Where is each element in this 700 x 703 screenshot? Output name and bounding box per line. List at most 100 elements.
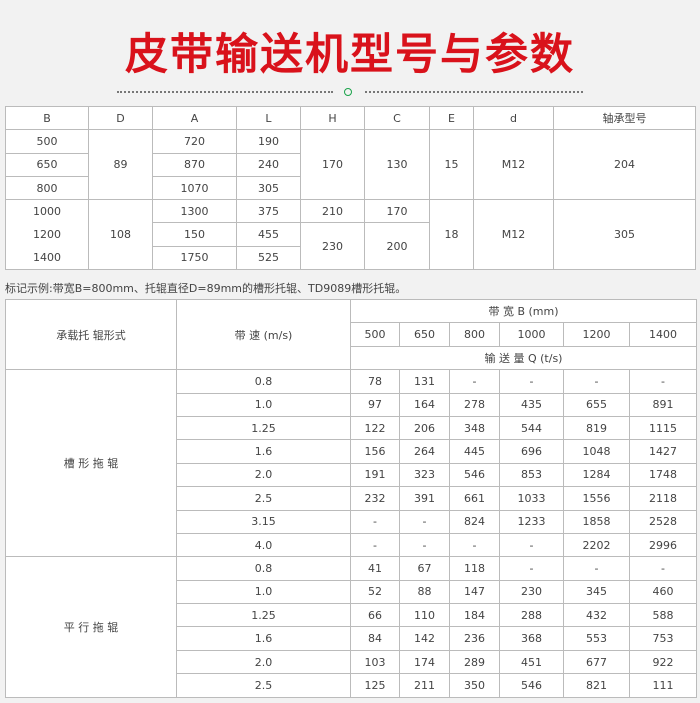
capacity-cell: 88 [399,579,450,605]
cell: 800 [5,175,89,201]
capacity-cell: 236 [449,626,500,651]
cell: 15 [429,129,474,201]
header-width-800: 800 [449,322,500,347]
speed-cell: 4.0 [176,532,351,558]
capacity-cell: 435 [499,392,564,417]
cell: 1300 [152,199,237,224]
capacity-cell: 588 [629,603,697,628]
capacity-cell: 78 [350,369,400,394]
capacity-cell: 264 [399,439,450,464]
capacity-cell: 232 [350,486,400,511]
capacity-cell: 677 [563,649,630,675]
capacity-cell: 206 [399,415,450,441]
capacity-cell: 174 [399,649,450,675]
speed-cell: 1.6 [176,626,351,651]
capacity-cell: - [499,532,564,558]
capacity-cell: 142 [399,626,450,651]
speed-cell: 1.0 [176,579,351,605]
cell: M12 [473,129,554,201]
capacity-cell: 122 [350,415,400,441]
capacity-cell: 278 [449,392,500,417]
header-cell: 轴承型号 [553,105,696,131]
capacity-cell: 1284 [563,462,630,488]
table-row: 槽 形 拖 辊 0.8 78 131- - - - [5,369,697,558]
speed-cell: 2.0 [176,462,351,488]
capacity-cell: 211 [399,673,450,698]
table-row: 1400 1750 525 [5,245,696,271]
capacity-cell: 323 [399,462,450,488]
capacity-cell: 131 [399,369,450,394]
cell: 18 [429,199,474,271]
capacity-cell: 546 [499,673,564,698]
table-header-row: 承载托 辊形式 带 速 (m/s) 带 宽 B (mm) [5,298,697,371]
capacity-cell: 696 [499,439,564,464]
table-row: 3.15- -824 1233 1858 2528 [6,509,697,534]
capacity-cell: 451 [499,649,564,675]
capacity-cell: 118 [449,556,500,581]
capacity-cell: 41 [350,556,400,581]
speed-cell: 0.8 [176,369,351,394]
capacity-cell: - [350,509,400,534]
speed-cell: 1.25 [176,603,351,628]
capacity-cell: 230 [499,579,564,605]
divider-dots-right [365,91,583,93]
speed-cell: 0.8 [176,556,351,581]
capacity-cell: 819 [563,415,630,441]
capacity-cell: 553 [563,626,630,651]
capacity-cell: 2528 [629,509,697,534]
marking-example-note: 标记示例:带宽B=800mm、托辊直径D=89mm的槽形托辊、TD9089槽形托… [5,282,407,295]
table-row: 2.5 125 211 350 546 821 111 [6,673,697,698]
table-header-row: B D A L H C E d 轴承型号 [5,105,696,131]
cell: 455 [236,222,301,247]
capacity-cell: 661 [449,486,500,511]
page-title: 皮带输送机型号与参数 [125,30,575,80]
cell: 870 [152,152,237,177]
table-header-row: 500 650 800 1000 1200 1400 [6,322,697,347]
table-row: 2.5 232 391 661 1033 1556 2118 [6,486,697,511]
capacity-cell: 546 [449,462,500,488]
idler-type-cell: 槽 形 拖 辊 [5,369,177,558]
cell: 1400 [5,246,89,271]
table-row: 1.25 122 206 348 544 819 1115 [6,415,697,441]
speed-cell: 1.25 [176,415,351,441]
header-belt-speed: 带 速 (m/s) [176,298,351,371]
capacity-cell: 1048 [563,439,630,464]
capacity-cell: 1427 [629,439,697,464]
cell: 170 [364,199,430,224]
cell: 204 [553,129,696,201]
capacity-cell: 544 [499,415,564,441]
capacity-cell: - [350,532,400,558]
cell: 525 [236,245,301,271]
capacity-cell: 922 [629,649,697,675]
capacity-cell: 84 [350,626,400,651]
capacity-cell: 66 [350,603,400,628]
cell: 89 [88,129,153,201]
capacity-cell: 97 [350,392,400,417]
header-cell: B [5,105,89,131]
table-row: 平 行 拖 辊 0.8 41 67 118- - - [5,556,697,698]
cell: 375 [236,199,301,224]
speed-cell: 2.5 [176,486,351,511]
capacity-table: 承载托 辊形式 带 速 (m/s) 带 宽 B (mm) 500 650 800 10… [5,298,697,698]
cell: 1200 [5,222,89,247]
table-header-row: 输 送 量 Q (t/s) [6,345,697,371]
capacity-cell: 111 [629,673,697,698]
capacity-cell: 753 [629,626,697,651]
table-row: 800 1070 305 [5,175,696,201]
capacity-cell: 67 [399,556,450,581]
capacity-cell: 164 [399,392,450,417]
capacity-cell: 853 [499,462,564,488]
capacity-cell: 1556 [563,486,630,511]
capacity-cell: 125 [350,673,400,698]
table-row: 650 870 240 [5,152,696,177]
capacity-cell: - [563,369,630,394]
capacity-cell: 1858 [563,509,630,534]
capacity-cell: - [499,556,564,581]
capacity-cell: 2996 [629,532,697,558]
capacity-cell: 1115 [629,415,697,441]
header-width-1200: 1200 [563,322,630,347]
header-capacity: 输 送 量 Q (t/s) [350,345,697,371]
capacity-cell: 1748 [629,462,697,488]
header-cell: H [300,105,365,131]
header-width-1400: 1400 [629,322,697,347]
